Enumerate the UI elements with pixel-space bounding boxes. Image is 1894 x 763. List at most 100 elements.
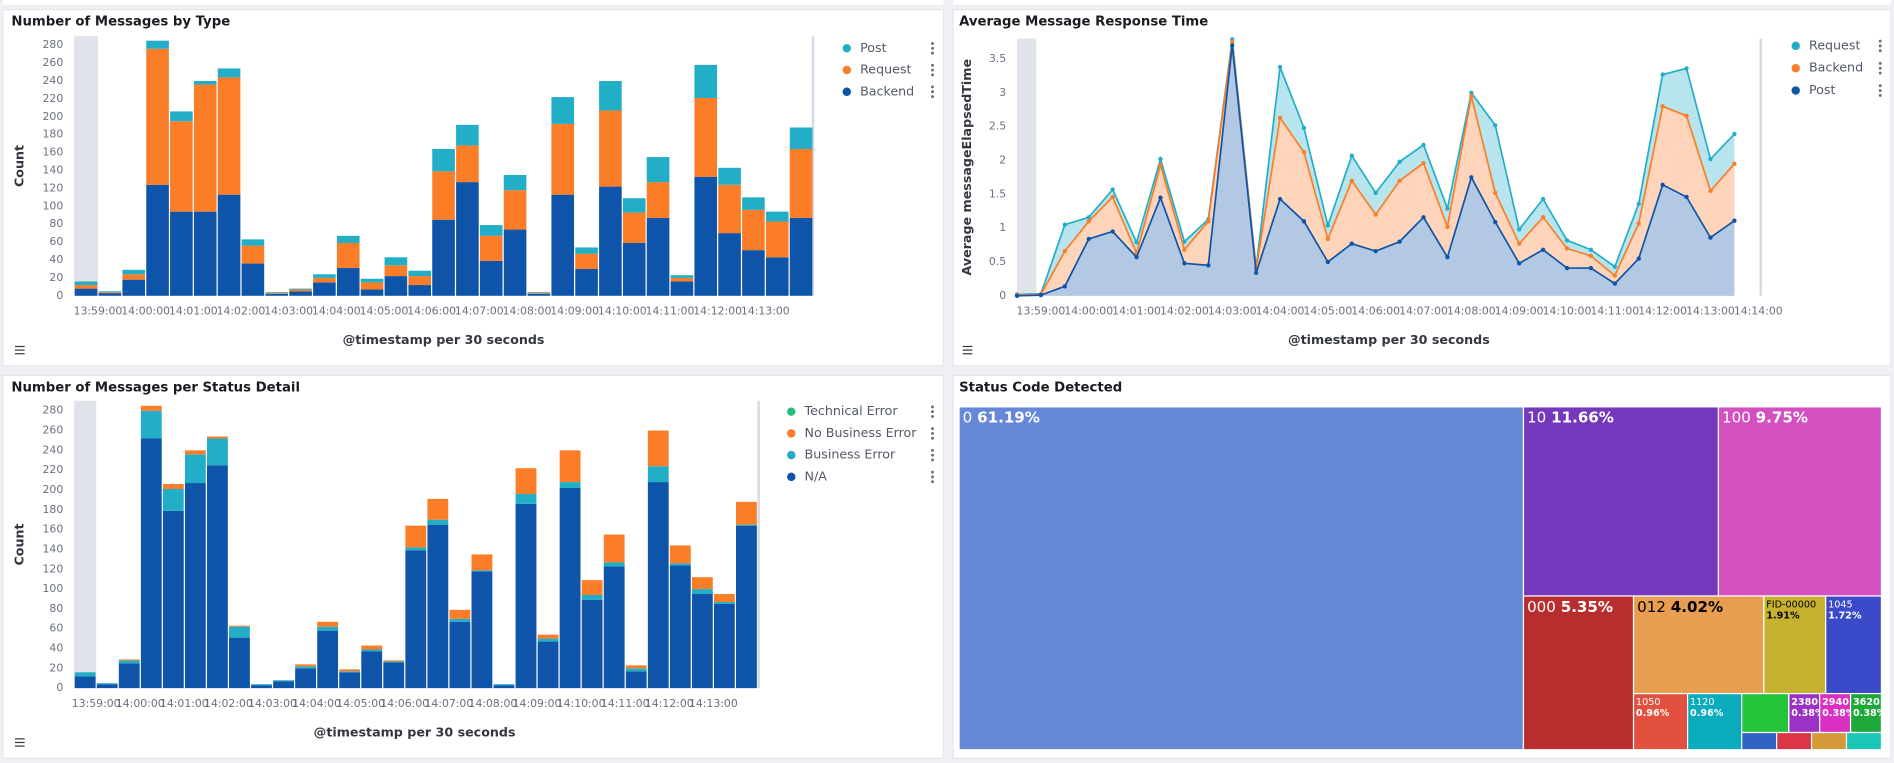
legend-label[interactable]: Request [860, 62, 911, 77]
bar [515, 503, 537, 689]
legend-menu[interactable] [931, 436, 934, 440]
bar [317, 630, 339, 689]
legend-label[interactable]: Business Error [805, 447, 896, 462]
legend-menu[interactable] [931, 431, 934, 435]
legend-label[interactable]: Post [860, 40, 887, 55]
legend-menu[interactable] [931, 51, 934, 55]
legend-menu[interactable] [931, 480, 934, 484]
y-axis-title: Count [11, 145, 26, 187]
legend-label[interactable]: N/A [805, 468, 828, 483]
bar [265, 293, 289, 294]
bar [98, 292, 122, 294]
treemap-label: 012 4.02% [1637, 597, 1723, 615]
treemap-name: 10 [1527, 408, 1546, 426]
treemap-cell[interactable] [1741, 731, 1778, 751]
bar [408, 270, 432, 277]
treemap-cell[interactable] [1741, 692, 1790, 734]
bar [74, 288, 98, 296]
y-tick-label: 220 [43, 92, 64, 105]
legend-menu[interactable] [1878, 93, 1882, 97]
treemap-cell[interactable] [1810, 731, 1848, 751]
bar [742, 250, 765, 296]
legend-menu[interactable] [931, 68, 934, 72]
legend-menu[interactable] [1878, 49, 1882, 53]
legend-menu[interactable] [931, 410, 934, 414]
x-tick-label: 14:04:00 [1256, 304, 1305, 317]
legend-label[interactable]: Post [1809, 82, 1836, 97]
legend-menu[interactable] [931, 470, 934, 474]
legend-menu[interactable] [1878, 84, 1882, 88]
x-tick-label: 14:03:00 [264, 304, 313, 317]
point [1110, 194, 1115, 200]
legend-label[interactable]: Technical Error [804, 403, 899, 418]
treemap-cell[interactable] [1632, 692, 1689, 751]
treemap-value: 0.96% [1636, 708, 1670, 719]
y-tick-label: 160 [43, 146, 64, 159]
treemap-value: 1.72% [1828, 610, 1862, 621]
legend-menu[interactable] [1878, 61, 1882, 65]
legend-menu[interactable] [1878, 39, 1882, 43]
bar [603, 534, 625, 563]
treemap-cell[interactable] [1849, 692, 1883, 734]
legend-menu[interactable] [931, 85, 934, 89]
point [1684, 194, 1689, 200]
point [1684, 66, 1689, 71]
treemap-cell[interactable] [1776, 731, 1813, 751]
legend-menu[interactable] [1878, 66, 1882, 70]
treemap-label: 100 9.75% [1722, 408, 1808, 426]
legend-menu[interactable] [931, 73, 934, 77]
treemap-cell[interactable] [958, 406, 1525, 751]
legend-menu[interactable] [931, 42, 934, 45]
legend-menu[interactable] [931, 46, 934, 50]
legend-menu[interactable] [931, 405, 934, 409]
treemap-cell[interactable] [1788, 692, 1821, 734]
legend-menu[interactable] [931, 448, 934, 452]
point [1708, 235, 1713, 240]
legend-toggle[interactable] [962, 345, 973, 355]
legend-menu[interactable] [931, 415, 934, 418]
point [1253, 270, 1259, 275]
legend-menu[interactable] [931, 475, 934, 479]
point [1660, 104, 1665, 109]
treemap-cell[interactable] [1717, 406, 1883, 597]
treemap-cell[interactable] [1632, 595, 1765, 695]
x-tick-label: 14:02:00 [217, 304, 266, 317]
legend-menu[interactable] [931, 453, 934, 457]
bar [691, 594, 713, 689]
legend-menu[interactable] [1878, 71, 1882, 75]
legend-toggle[interactable] [14, 345, 25, 355]
bar [742, 209, 765, 251]
treemap-cell[interactable] [1763, 595, 1827, 695]
legend-menu[interactable] [931, 95, 934, 99]
x-tick-label: 14:07:00 [424, 697, 473, 710]
x-tick-label: 14:07:00 [1399, 304, 1448, 317]
legend-menu[interactable] [1878, 89, 1882, 92]
treemap-cell[interactable] [1845, 731, 1883, 751]
legend-menu[interactable] [931, 458, 934, 462]
legend-toggle[interactable] [14, 738, 25, 747]
legend-menu[interactable] [931, 90, 934, 94]
treemap-cell[interactable] [1522, 595, 1635, 751]
legend-label[interactable]: Backend [860, 83, 914, 98]
bar [265, 293, 289, 296]
bar [603, 562, 625, 567]
treemap-cell[interactable] [1687, 692, 1743, 751]
legend-label[interactable]: Backend [1809, 60, 1863, 75]
bar [691, 589, 713, 595]
treemap-cell[interactable] [1819, 692, 1852, 734]
legend-label[interactable]: Request [1809, 37, 1860, 52]
bar [527, 293, 551, 296]
treemap-name: FID-00000 [1766, 599, 1816, 610]
treemap-cell[interactable] [1522, 406, 1720, 597]
point [1564, 246, 1570, 251]
legend-menu[interactable] [931, 427, 934, 431]
point [1708, 156, 1713, 162]
bar [317, 626, 339, 631]
bar [551, 123, 575, 195]
legend-menu[interactable] [1878, 44, 1882, 48]
bar [718, 167, 741, 185]
legend-label[interactable]: No Business Error [805, 425, 918, 440]
treemap-cell[interactable] [1825, 595, 1883, 695]
partial-bucket [74, 400, 97, 689]
legend-menu[interactable] [931, 63, 934, 67]
